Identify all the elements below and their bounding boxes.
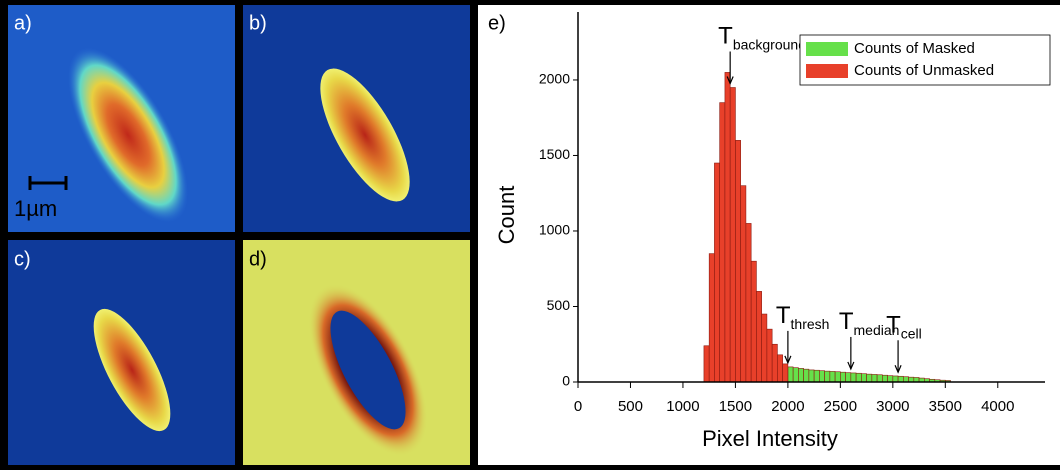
panel-label: a) xyxy=(14,12,32,34)
annotation: Tbackground xyxy=(718,23,806,52)
x-tick-label: 500 xyxy=(618,398,643,415)
masked-cell xyxy=(330,310,406,430)
bar xyxy=(771,343,778,383)
bar xyxy=(876,374,883,383)
y-axis-label: Count xyxy=(494,186,519,245)
legend-label: Counts of Masked xyxy=(854,40,975,57)
scale-label: 1µm xyxy=(14,196,57,221)
bar xyxy=(808,369,815,383)
annotation-subscript: median xyxy=(854,322,900,338)
panel-label: b) xyxy=(249,12,267,34)
bar xyxy=(787,366,794,383)
annotation-symbol: T xyxy=(718,23,733,50)
bar xyxy=(866,373,873,383)
panel-d: d) xyxy=(243,240,470,465)
bar xyxy=(845,372,852,383)
panel-b: b) xyxy=(243,5,470,232)
bar xyxy=(719,102,726,383)
bar xyxy=(834,371,841,383)
bar xyxy=(892,375,899,383)
bar xyxy=(708,253,715,383)
annotation-symbol: T xyxy=(839,308,854,335)
bar xyxy=(750,260,757,383)
legend-label: Counts of Unmasked xyxy=(854,62,994,79)
panel-label: e) xyxy=(488,12,506,34)
bar xyxy=(729,87,736,383)
legend-swatch xyxy=(806,64,848,78)
bar xyxy=(703,345,710,383)
bar xyxy=(903,376,909,383)
bar xyxy=(803,368,810,383)
bar xyxy=(714,162,720,383)
bar xyxy=(871,374,878,383)
annotation-symbol: T xyxy=(886,312,901,339)
arrow-head xyxy=(894,365,902,374)
bar xyxy=(855,372,862,383)
bar xyxy=(882,374,888,383)
bar xyxy=(861,373,867,383)
bar xyxy=(819,370,825,383)
x-axis-label: Pixel Intensity xyxy=(702,426,838,451)
x-tick-label: 2500 xyxy=(824,398,857,415)
y-tick-label: 1500 xyxy=(539,146,570,162)
bar xyxy=(840,371,846,383)
annotation-symbol: T xyxy=(776,302,791,329)
bar xyxy=(850,372,857,383)
x-tick-label: 3500 xyxy=(929,398,962,415)
bar xyxy=(782,363,789,383)
cell xyxy=(67,47,189,223)
x-tick-label: 2000 xyxy=(771,398,804,415)
annotation: Tcell xyxy=(886,312,922,341)
x-tick-label: 0 xyxy=(574,398,582,415)
x-tick-label: 1000 xyxy=(666,398,699,415)
y-tick-label: 2000 xyxy=(539,71,570,87)
bar xyxy=(761,313,768,383)
annotation-subscript: thresh xyxy=(791,316,830,332)
y-tick-label: 0 xyxy=(562,373,570,389)
y-tick-label: 500 xyxy=(547,297,571,313)
arrow-head xyxy=(847,361,855,371)
bar xyxy=(756,291,762,383)
y-tick-label: 1000 xyxy=(539,222,570,238)
panel-label: c) xyxy=(14,248,31,270)
bar xyxy=(824,370,831,383)
panel-label: d) xyxy=(249,248,267,270)
bar xyxy=(792,367,799,383)
legend-swatch xyxy=(806,42,848,56)
bar xyxy=(740,185,747,383)
panel-a: 1µm a) xyxy=(8,5,235,232)
arrow-head xyxy=(726,76,734,86)
cell xyxy=(320,68,410,202)
histogram-panel: e) Pixel Intensity Count 0 500 1000 1500 200… xyxy=(478,5,1060,465)
annotation: Tmedian xyxy=(839,308,900,337)
arrow-head xyxy=(784,355,792,365)
annotation-subscript: background xyxy=(733,36,806,52)
bar xyxy=(777,354,783,383)
x-tick-label: 1500 xyxy=(719,398,752,415)
bar xyxy=(735,140,741,383)
bar xyxy=(887,375,894,383)
panel-c: c) xyxy=(8,240,235,465)
bar xyxy=(897,375,904,383)
x-tick-label: 3000 xyxy=(876,398,909,415)
bar xyxy=(798,368,804,383)
annotation-subscript: cell xyxy=(901,325,922,341)
bar xyxy=(829,371,836,383)
cell xyxy=(93,308,171,432)
annotation: Tthresh xyxy=(776,302,830,331)
bar xyxy=(724,72,731,383)
bar xyxy=(813,369,820,383)
bar xyxy=(745,223,752,383)
bar xyxy=(766,328,773,383)
x-tick-label: 4000 xyxy=(981,398,1014,415)
